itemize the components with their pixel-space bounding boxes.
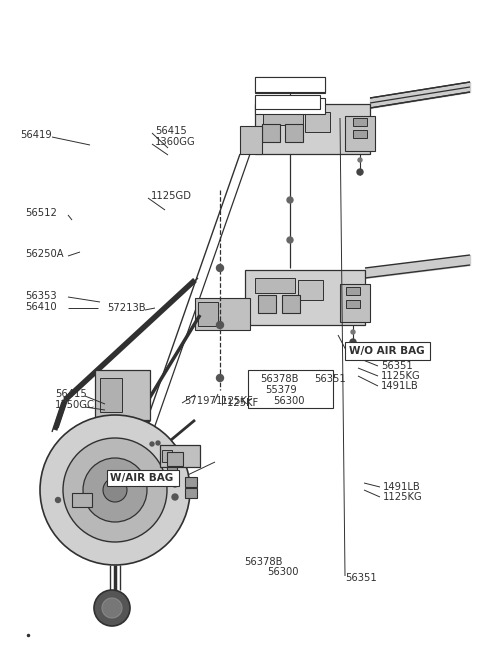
- Text: 56351: 56351: [314, 374, 346, 384]
- Text: 1125GD: 1125GD: [151, 191, 192, 201]
- Text: 56250A: 56250A: [25, 249, 64, 259]
- FancyBboxPatch shape: [100, 378, 122, 412]
- Circle shape: [156, 441, 160, 445]
- Circle shape: [216, 265, 224, 271]
- FancyBboxPatch shape: [240, 126, 262, 154]
- Text: 1125KG: 1125KG: [381, 371, 421, 381]
- FancyBboxPatch shape: [167, 467, 177, 475]
- FancyBboxPatch shape: [345, 342, 430, 360]
- Circle shape: [150, 442, 154, 446]
- Circle shape: [287, 197, 293, 203]
- Text: 56378B: 56378B: [244, 557, 282, 567]
- Circle shape: [83, 458, 147, 522]
- Text: 1491LB: 1491LB: [383, 482, 421, 492]
- FancyBboxPatch shape: [258, 295, 276, 313]
- FancyBboxPatch shape: [162, 450, 172, 462]
- Text: 57197: 57197: [184, 396, 216, 406]
- Circle shape: [357, 169, 363, 175]
- FancyBboxPatch shape: [245, 270, 365, 325]
- Text: W/O AIR BAG: W/O AIR BAG: [349, 346, 425, 356]
- FancyBboxPatch shape: [160, 445, 200, 467]
- Circle shape: [172, 481, 178, 487]
- FancyBboxPatch shape: [346, 300, 360, 308]
- Text: 56410: 56410: [25, 302, 57, 312]
- FancyBboxPatch shape: [262, 124, 280, 142]
- FancyBboxPatch shape: [340, 284, 370, 322]
- Circle shape: [358, 158, 362, 162]
- FancyBboxPatch shape: [298, 280, 323, 300]
- FancyBboxPatch shape: [282, 295, 300, 313]
- FancyBboxPatch shape: [255, 104, 370, 154]
- Text: '125KF: '125KF: [224, 398, 258, 408]
- Circle shape: [216, 374, 224, 382]
- FancyBboxPatch shape: [72, 493, 92, 507]
- Circle shape: [351, 330, 355, 334]
- Text: 55379: 55379: [265, 385, 297, 395]
- FancyBboxPatch shape: [195, 298, 250, 330]
- FancyBboxPatch shape: [255, 77, 325, 92]
- FancyBboxPatch shape: [255, 95, 320, 109]
- Circle shape: [56, 497, 60, 503]
- Text: 56415: 56415: [155, 126, 187, 136]
- Text: 1491LB: 1491LB: [381, 381, 419, 391]
- Text: 56419: 56419: [20, 130, 52, 140]
- Text: 56351: 56351: [381, 361, 413, 371]
- FancyBboxPatch shape: [263, 110, 303, 125]
- Text: 1350GC: 1350GC: [55, 400, 95, 410]
- Circle shape: [287, 237, 293, 243]
- Circle shape: [103, 478, 127, 502]
- FancyBboxPatch shape: [107, 470, 179, 486]
- Text: 56351: 56351: [345, 573, 377, 583]
- FancyBboxPatch shape: [95, 370, 150, 420]
- FancyBboxPatch shape: [198, 302, 218, 326]
- Text: 56353: 56353: [25, 291, 57, 301]
- Text: 1125KG: 1125KG: [383, 492, 423, 502]
- FancyBboxPatch shape: [345, 116, 375, 151]
- FancyBboxPatch shape: [346, 287, 360, 295]
- FancyBboxPatch shape: [353, 118, 367, 126]
- FancyBboxPatch shape: [255, 98, 325, 114]
- Text: 56415: 56415: [55, 389, 87, 399]
- Circle shape: [102, 598, 122, 618]
- Text: 56378B: 56378B: [260, 374, 299, 384]
- FancyBboxPatch shape: [185, 477, 197, 487]
- FancyBboxPatch shape: [167, 452, 183, 466]
- FancyBboxPatch shape: [305, 112, 330, 132]
- Circle shape: [40, 415, 190, 565]
- Text: 1360GG: 1360GG: [155, 137, 196, 147]
- Circle shape: [172, 494, 178, 500]
- Circle shape: [350, 339, 356, 345]
- Text: W/AIR BAG: W/AIR BAG: [110, 473, 173, 483]
- FancyBboxPatch shape: [185, 488, 197, 498]
- Circle shape: [216, 321, 224, 328]
- Text: 56300: 56300: [273, 396, 304, 406]
- Circle shape: [63, 438, 167, 542]
- Text: 57213B: 57213B: [107, 303, 145, 313]
- FancyBboxPatch shape: [285, 124, 303, 142]
- FancyBboxPatch shape: [255, 278, 295, 293]
- FancyBboxPatch shape: [248, 370, 333, 408]
- FancyBboxPatch shape: [255, 77, 325, 93]
- FancyBboxPatch shape: [353, 130, 367, 138]
- Circle shape: [94, 590, 130, 626]
- Text: 56300: 56300: [267, 567, 299, 577]
- Text: 56512: 56512: [25, 208, 57, 218]
- Text: 1125KF: 1125KF: [216, 396, 254, 406]
